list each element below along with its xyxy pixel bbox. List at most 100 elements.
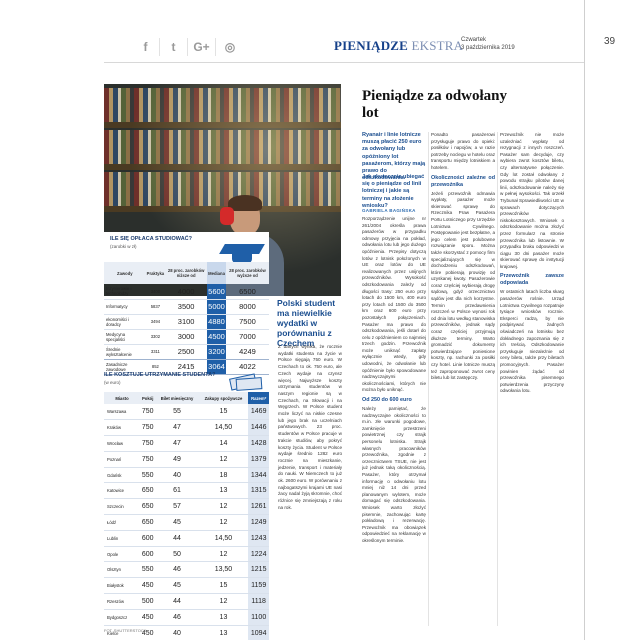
table-row: Kraków 750 47 14,50 1446: [104, 419, 269, 437]
table-cell: 7500: [225, 314, 269, 330]
page-number: 39: [604, 36, 616, 47]
table-cell: 450: [139, 577, 156, 595]
table-row: Medycyna specjaliści 3302 3000 4500 7000: [104, 329, 269, 345]
table-cell: Olsztyn: [104, 561, 140, 579]
table-cell: 5000: [207, 299, 226, 315]
table-cell: 750: [139, 451, 156, 468]
table-cell: 47: [155, 419, 199, 437]
col-header: 28 proc. zarobków niższe od: [165, 262, 208, 284]
article-column-1: Rozporządzenie unijne nr 261/2004 określ…: [362, 216, 426, 626]
table-cell: 13: [198, 482, 249, 500]
table-cell: 14,50: [198, 530, 249, 547]
col-header: Bilet miesięczny: [155, 392, 199, 404]
table-row: Białystok 450 45 15 1159: [104, 577, 269, 595]
table-cell: 13,50: [198, 561, 249, 579]
table-cell: 50: [155, 546, 199, 563]
article-lead-question: Jak skutecznie ubiegać się o pieniądze o…: [362, 174, 425, 209]
header-divider: [104, 62, 584, 63]
infobox1-title: ILE SIĘ OPŁACA STUDIOWAĆ?: [110, 236, 192, 242]
table-cell: 650: [139, 498, 156, 516]
table-cell: Łódź: [104, 514, 140, 531]
table-cell: 8000: [225, 299, 269, 315]
table-cell: 750: [139, 404, 156, 421]
table-row: Opole 600 50 12 1224: [104, 546, 269, 563]
article-text: Przewoźnik nie może uzależniać wypłaty o…: [500, 132, 564, 269]
shelf: [104, 164, 341, 170]
table-cell: Poznań: [104, 451, 140, 468]
table-cell: 1215: [248, 561, 269, 579]
table-cell: 500: [139, 593, 156, 610]
table-cell: 550: [139, 561, 156, 579]
section-main: PIENIĄDZE: [334, 38, 409, 53]
table-cell: Gdańsk: [104, 467, 140, 484]
table-row: Olsztyn 550 46 13,50 1215: [104, 561, 269, 579]
table-cell: 12: [198, 593, 249, 610]
date-weekday: Czwartek: [461, 37, 487, 43]
table-cell: 7000: [225, 329, 269, 345]
table-cell: 750: [139, 435, 156, 452]
table-cell: 18: [198, 467, 249, 484]
infobox2-subtitle: (w euro): [104, 380, 121, 385]
social-icons: f t G+ ◎: [132, 38, 244, 56]
table-cell: 3064: [207, 359, 226, 375]
col-header: Mediana: [207, 262, 226, 284]
article-subhead: Od 250 do 600 euro: [362, 397, 412, 404]
article-subhead: Okoliczności zależne od przewoźnika: [431, 174, 495, 188]
table-cell: 13: [198, 609, 249, 626]
table-cell: 550: [139, 467, 156, 484]
article-subhead: Przewoźnik zawsze odpowiada: [500, 273, 564, 287]
table-cell: 44: [155, 593, 199, 610]
banknotes-icon: [229, 372, 263, 391]
article-column-2: Ponadto pasażerowi przysługuje prawo do …: [431, 132, 495, 626]
table-cell: 1315: [248, 482, 269, 500]
table-cell: 600: [139, 530, 156, 547]
table-cell: Średnie wykształcenie: [104, 344, 146, 360]
table-cell: Medycyna specjaliści: [104, 329, 146, 345]
photo-credit: FOT. SHUTTERSTOCK: [104, 628, 147, 633]
table-cell: 1379: [248, 451, 269, 468]
table-cell: 12: [198, 514, 249, 531]
table-cell: 1094: [248, 625, 269, 640]
table-cell: Opole: [104, 546, 140, 563]
table-cell: 3311: [145, 344, 166, 360]
instagram-icon[interactable]: ◎: [224, 40, 236, 54]
table-cell: 1243: [248, 530, 269, 547]
col-header: Zakupy spożywcze: [198, 392, 249, 404]
table-row: Średnie wykształcenie 3311 2500 3200 4249: [104, 344, 269, 360]
table-cell: Katowice: [104, 482, 140, 500]
table-cell: 3494: [145, 314, 166, 330]
viewer-border: [584, 0, 640, 640]
table-cell: 40: [155, 467, 199, 484]
column-divider: [497, 132, 498, 626]
city-cost-table: Miasto Pokój Bilet miesięczny Zakupy spo…: [104, 392, 269, 640]
article-text: Rozporządzenie unijne nr 261/2004 określ…: [362, 216, 426, 393]
table-cell: 1100: [248, 609, 269, 626]
table-cell: Szczecin: [104, 498, 140, 516]
table-cell: 1224: [248, 546, 269, 563]
issue-date: Czwartek 3 października 2019: [461, 36, 515, 52]
table-cell: 1249: [248, 514, 269, 531]
google-plus-icon[interactable]: G+: [188, 38, 216, 56]
table-cell: 3100: [165, 314, 208, 330]
table-cell: 57: [155, 498, 199, 516]
table-cell: Zasadnicze zawodowe: [104, 359, 146, 375]
shelf: [104, 122, 341, 128]
table-row: Lublin 600 44 14,50 1243: [104, 530, 269, 547]
table-cell: 47: [155, 435, 199, 452]
article-author: GABRIELA BAGIŃSKA: [362, 208, 416, 213]
table-cell: Lublin: [104, 530, 140, 547]
table-cell: 1446: [248, 419, 269, 437]
table-cell: Bydgoszcz: [104, 609, 140, 626]
table-cell: Inżynierowie i technolodzy: [104, 284, 146, 300]
table-cell: 55: [155, 404, 199, 421]
twitter-icon[interactable]: t: [160, 38, 188, 56]
article-lead: Ryanair i linie lotnicze muszą płacić 25…: [362, 132, 426, 182]
table-cell: Kraków: [104, 419, 140, 437]
table-cell: 1344: [248, 467, 269, 484]
col-header: Razem*: [248, 392, 269, 404]
table-cell: Informatycy: [104, 299, 146, 315]
table-row: Gdańsk 550 40 18 1344: [104, 467, 269, 484]
table-cell: 4022: [225, 359, 269, 375]
facebook-icon[interactable]: f: [132, 38, 160, 56]
table-cell: 3200: [207, 344, 226, 360]
